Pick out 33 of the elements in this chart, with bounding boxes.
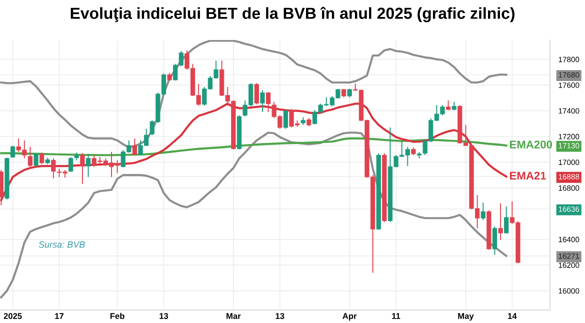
candlestick bbox=[504, 206, 509, 234]
candlestick bbox=[132, 138, 138, 156]
candlestick bbox=[86, 153, 91, 178]
legend-label: EMA21 bbox=[510, 172, 546, 180]
x-tick-label: Mar bbox=[226, 313, 241, 319]
x-tick-label: 2025 bbox=[4, 313, 22, 319]
candlestick bbox=[39, 152, 44, 165]
candlestick bbox=[34, 152, 38, 167]
candlestick bbox=[283, 109, 288, 130]
candlestick bbox=[260, 90, 265, 113]
line-series bbox=[0, 102, 508, 202]
x-tick-label: 14 bbox=[508, 313, 517, 319]
candlestick bbox=[68, 156, 74, 172]
candlestick bbox=[492, 226, 498, 256]
x-tick-label: 11 bbox=[392, 313, 400, 319]
chart-title: Evoluţia indicelui BET de la BVB în anul 2025 (grafic zilnic) bbox=[70, 6, 514, 22]
x-tick-label: Apr bbox=[342, 313, 357, 321]
candlestick bbox=[254, 82, 259, 105]
x-tick-label: May bbox=[458, 313, 474, 321]
candlestick bbox=[10, 145, 16, 158]
candlestick bbox=[51, 158, 56, 179]
annotation: Sursa: BVB bbox=[38, 241, 85, 248]
candlestick bbox=[480, 202, 486, 221]
candlestick bbox=[28, 146, 33, 170]
legend-label: EMA200 bbox=[510, 140, 552, 148]
x-tick-label: 13 bbox=[276, 313, 284, 319]
candlestick bbox=[498, 202, 503, 240]
x-tick-label: Feb bbox=[110, 312, 124, 319]
x-tick-label: 13 bbox=[160, 313, 168, 319]
candlestick bbox=[266, 92, 271, 113]
line-series bbox=[0, 132, 508, 298]
candlestick bbox=[80, 152, 85, 185]
x-tick-label: 17 bbox=[55, 313, 64, 319]
